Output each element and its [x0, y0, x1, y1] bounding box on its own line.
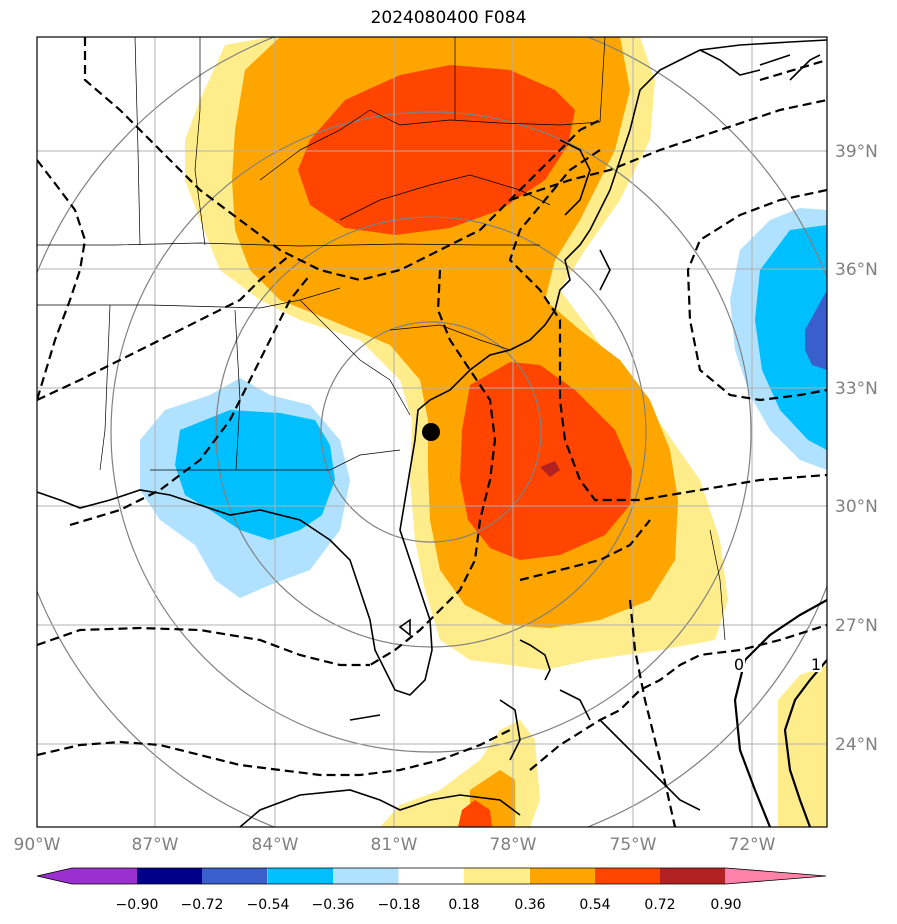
colorbar-tick-label: 0.90 [710, 897, 741, 913]
negative-blue-fill [175, 225, 827, 540]
colorbar-tick-label: −0.90 [116, 897, 159, 913]
dark-red-patch [540, 461, 560, 477]
colorbar-under-arrow [37, 868, 72, 884]
lat-label-27n: 27°N [835, 616, 878, 636]
colorbar-segment [72, 868, 138, 884]
positive-red-fill [298, 65, 632, 827]
dashed-contours [37, 37, 827, 827]
gridlines [37, 37, 827, 827]
longitude-labels: 90°W 87°W 84°W 81°W 78°W 75°W 72°W [14, 835, 776, 855]
contour-label-one: 1 [811, 655, 821, 674]
colorbar-tick-label: −0.54 [247, 897, 290, 913]
colorbar-tick-label: −0.18 [378, 897, 421, 913]
colorbar-tick-label: 0.72 [644, 897, 675, 913]
colorbar-segment [595, 868, 661, 884]
lat-label-33n: 33°N [835, 379, 878, 399]
lat-label-39n: 39°N [835, 142, 878, 162]
lon-label-90w: 90°W [14, 835, 61, 855]
lat-label-24n: 24°N [835, 735, 878, 755]
lon-label-75w: 75°W [610, 835, 657, 855]
contour-label-zero: 0 [734, 655, 744, 674]
map-frame [36, 36, 828, 828]
colorbar-tick-label: −0.36 [312, 897, 355, 913]
state-boundaries [37, 37, 726, 641]
lon-label-72w: 72°W [729, 835, 776, 855]
colorbar-segment [530, 868, 596, 884]
lat-label-30n: 30°N [835, 497, 878, 517]
coastlines [37, 39, 827, 827]
colorbar-segment [464, 868, 530, 884]
colorbar-segment [202, 868, 268, 884]
colorbar-segment [660, 868, 726, 884]
colorbar-segment [399, 868, 465, 884]
colorbar-tick-label: 0.18 [448, 897, 479, 913]
lon-label-87w: 87°W [132, 835, 179, 855]
colorbar-segment [333, 868, 399, 884]
map-title: 2024080400 F084 [370, 8, 527, 28]
colorbar: −0.90 −0.72 −0.54 −0.36 −0.18 0.18 0.36 … [36, 867, 827, 913]
negative-royalblue-fill [805, 290, 827, 370]
colorbar-segment [137, 868, 203, 884]
lat-label-36n: 36°N [835, 260, 878, 280]
latitude-labels: 39°N 36°N 33°N 30°N 27°N 24°N [835, 142, 878, 755]
lon-label-84w: 84°W [252, 835, 299, 855]
colorbar-over-arrow [726, 868, 826, 884]
solid-contours [733, 599, 827, 827]
colorbar-tick-label: 0.54 [579, 897, 610, 913]
colorbar-segment [268, 868, 334, 884]
lon-label-78w: 78°W [490, 835, 537, 855]
station-dot [422, 423, 440, 441]
lon-label-81w: 81°W [371, 835, 418, 855]
colorbar-tick-label: 0.36 [514, 897, 545, 913]
map-content: 0 1 [37, 37, 827, 827]
colorbar-tick-label: −0.72 [181, 897, 224, 913]
